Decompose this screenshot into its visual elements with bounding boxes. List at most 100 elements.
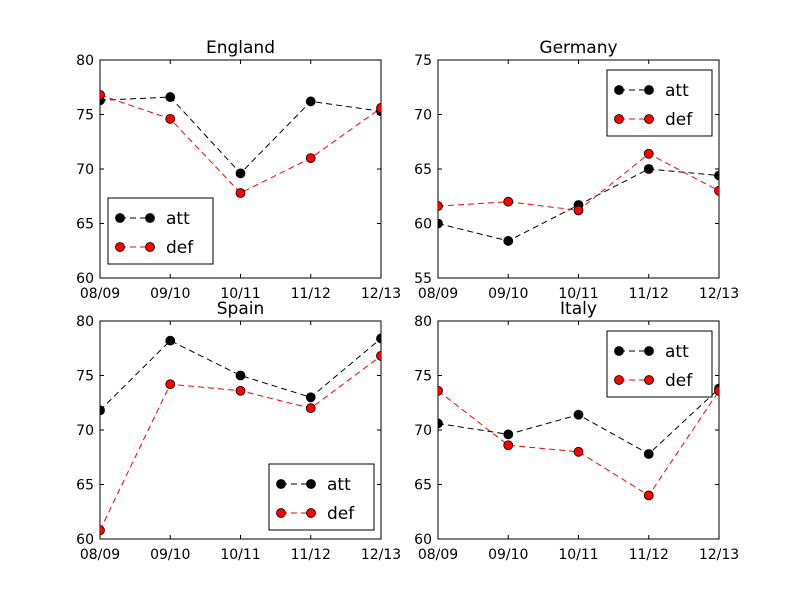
legend-marker-att	[644, 346, 654, 356]
y-tick-label: 70	[414, 108, 432, 124]
data-point-def	[100, 525, 105, 536]
subplot-title: Spain	[217, 299, 265, 319]
x-tick-label: 09/10	[150, 547, 190, 563]
plot-area	[100, 333, 381, 536]
data-point-def	[643, 490, 654, 501]
series-line-att	[100, 96, 381, 175]
data-point-att	[100, 405, 105, 416]
x-tick-label: 12/13	[361, 286, 401, 302]
x-tick-label: 08/09	[80, 286, 120, 302]
data-point-def	[376, 103, 381, 113]
x-tick-label: 08/09	[80, 547, 120, 563]
series-line-def	[438, 390, 719, 497]
subplot-title: England	[206, 38, 275, 58]
plot-area	[438, 148, 719, 246]
data-point-def	[376, 350, 381, 361]
subplot-1: Germany 55 60 65 70 75 08/09 09/10 10/11 11/12 12/…	[414, 38, 739, 302]
y-tick-label: 60	[414, 217, 432, 233]
legend: att def	[268, 463, 375, 531]
y-tick-label: 70	[414, 423, 432, 439]
data-point-def	[438, 201, 443, 211]
legend-marker-def	[145, 242, 155, 252]
legend-marker-att	[614, 85, 624, 95]
data-point-def	[503, 440, 514, 451]
y-tick-label: 65	[76, 478, 94, 494]
legend-box	[606, 69, 713, 137]
data-point-att	[714, 170, 719, 181]
y-tick-label: 55	[414, 271, 432, 287]
x-tick-label: 11/12	[291, 286, 331, 302]
x-tick-label: 10/11	[558, 547, 598, 563]
x-tick-label: 10/11	[220, 286, 260, 302]
legend-label-def: def	[665, 371, 693, 391]
subplot-title: Germany	[539, 38, 617, 58]
data-point-att	[503, 236, 514, 246]
legend-marker-att	[644, 85, 654, 95]
data-point-att	[305, 392, 316, 403]
y-tick-label: 65	[76, 217, 94, 233]
x-tick-label: 12/13	[699, 286, 739, 302]
data-point-def	[305, 403, 316, 414]
x-tick-label: 10/11	[220, 547, 260, 563]
legend-marker-def	[306, 508, 316, 518]
data-point-def	[714, 385, 719, 396]
legend-label-att: att	[665, 342, 689, 362]
y-tick-label: 75	[76, 369, 94, 385]
plot-area	[100, 89, 381, 198]
legend: att def	[107, 197, 214, 265]
legend-label-def: def	[327, 504, 355, 524]
data-point-att	[438, 418, 443, 429]
data-point-att	[643, 449, 654, 459]
series-line-def	[100, 94, 381, 194]
legend-marker-att	[145, 213, 155, 223]
data-point-att	[643, 164, 654, 174]
y-tick-label: 70	[76, 162, 94, 178]
data-point-def	[165, 379, 176, 390]
series-line-att	[100, 338, 381, 411]
legend-box	[107, 197, 214, 265]
data-point-def	[438, 385, 443, 396]
legend-label-def: def	[665, 110, 693, 130]
x-tick-label: 09/10	[488, 286, 528, 302]
x-tick-label: 12/13	[361, 547, 401, 563]
y-tick-label: 80	[76, 314, 94, 330]
data-point-def	[100, 89, 105, 100]
x-tick-label: 12/13	[699, 547, 739, 563]
y-tick-label: 65	[414, 478, 432, 494]
subplot-0: England 60 65 70 75 80 08/09 09/10 10/11 11/12 12/…	[76, 38, 401, 302]
y-tick-label: 75	[414, 53, 432, 69]
legend-marker-att	[306, 479, 316, 489]
data-point-att	[503, 429, 514, 440]
y-tick-label: 60	[76, 532, 94, 548]
data-point-def	[714, 185, 719, 196]
legend-marker-def	[276, 508, 286, 518]
legend-box	[606, 330, 713, 398]
legend-box	[268, 463, 375, 531]
data-point-def	[305, 153, 316, 164]
y-tick-label: 60	[76, 271, 94, 287]
legend-marker-att	[276, 479, 286, 489]
legend: att def	[606, 330, 713, 398]
y-tick-label: 80	[414, 314, 432, 330]
x-tick-label: 09/10	[488, 547, 528, 563]
x-tick-label: 09/10	[150, 286, 190, 302]
legend-label-att: att	[327, 475, 351, 495]
data-point-att	[235, 168, 246, 179]
subplot-title: Italy	[560, 299, 597, 319]
legend-marker-att	[115, 213, 125, 223]
data-point-def	[235, 385, 246, 396]
y-tick-label: 75	[76, 108, 94, 124]
data-point-att	[165, 92, 176, 102]
subplot-2: Spain 60 65 70 75 80 08/09 09/10 10/11 11/12 12/13…	[76, 299, 401, 563]
legend-marker-att	[614, 346, 624, 356]
series-line-att	[438, 388, 719, 455]
x-tick-label: 11/12	[629, 547, 669, 563]
plot-area	[438, 383, 719, 501]
legend-marker-def	[614, 375, 624, 385]
legend-label-def: def	[166, 238, 194, 258]
data-point-def	[503, 196, 514, 207]
legend-marker-def	[644, 114, 654, 124]
legend-marker-def	[115, 242, 125, 252]
y-tick-label: 65	[414, 162, 432, 178]
